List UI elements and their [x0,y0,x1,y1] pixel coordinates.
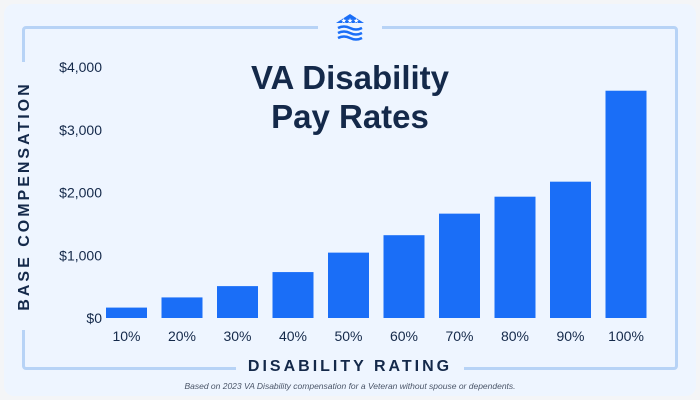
x-tick-label: 50% [334,328,362,344]
x-tick-label: 30% [223,328,251,344]
bar [383,235,425,318]
x-axis-label: DISABILITY RATING [247,358,453,375]
bar [605,90,647,318]
bar [272,272,314,318]
x-tick-label: 70% [445,328,473,344]
y-tick-label: $2,000 [59,185,102,201]
x-tick-label: 10% [112,328,140,344]
chart-title: VA Disability Pay Rates [190,58,510,136]
y-tick-label: $1,000 [59,247,102,263]
frame-gap-bottom [236,356,464,382]
x-tick-label: 40% [279,328,307,344]
footnote: Based on 2023 VA Disability compensation… [184,381,516,391]
x-tick-label: 90% [556,328,584,344]
bar [161,297,203,318]
frame-gap-left [10,62,40,330]
bar [106,307,147,318]
y-tick-label: $0 [86,310,102,326]
y-axis-label: BASE COMPENSATION [16,81,33,311]
x-tick-label: 60% [390,328,418,344]
x-tick-label: 20% [168,328,196,344]
bar [494,196,536,318]
chart-title-line-1: VA Disability [250,59,450,96]
bar [550,181,591,318]
chart-title-line-2: Pay Rates [271,98,429,135]
y-tick-label: $4,000 [59,59,102,75]
bar [439,213,480,318]
x-tick-label: 80% [501,328,529,344]
bar [217,286,258,318]
y-tick-label: $3,000 [59,122,102,138]
house-flag-icon: ★★★ [336,14,364,41]
bar [328,252,369,318]
x-tick-label: 100% [608,328,644,344]
svg-text:★★★: ★★★ [341,17,360,25]
